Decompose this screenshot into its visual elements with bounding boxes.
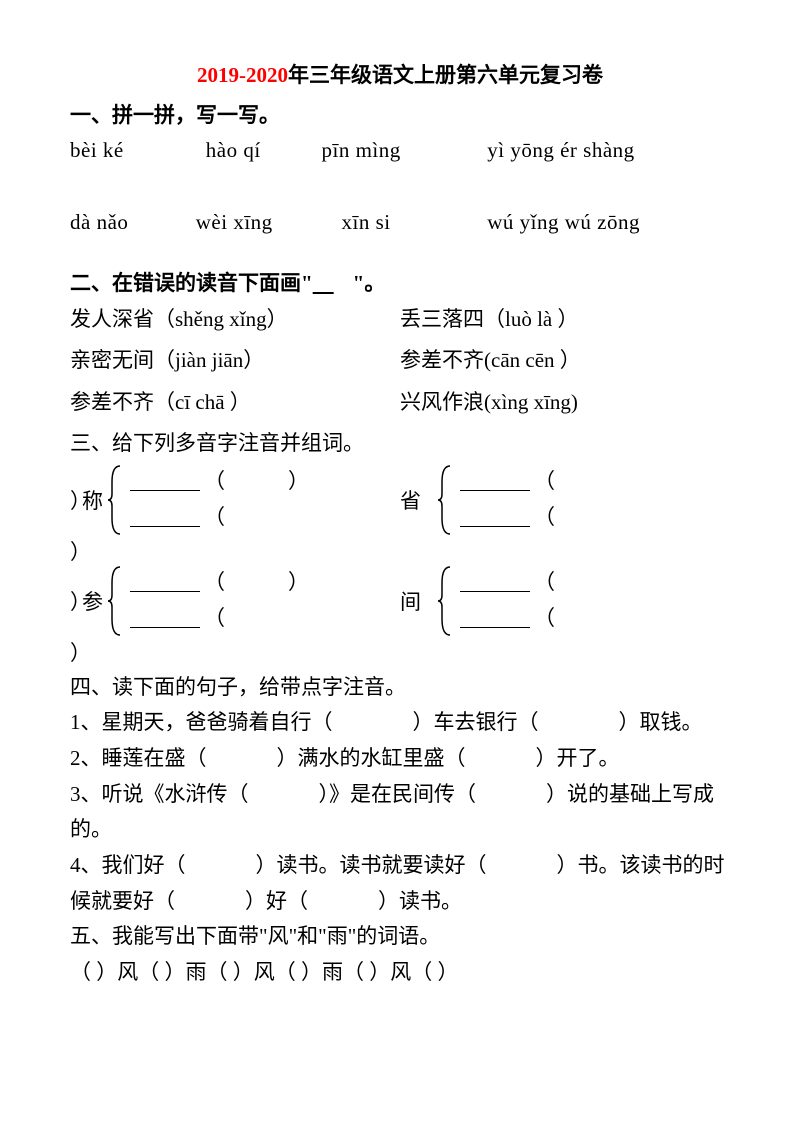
brace-icon [436,464,456,536]
q2-item: 亲密无间（jiàn jiān） [70,345,400,377]
text-part: ）取钱。 [619,710,703,734]
poly-group-2: （ （ [400,464,730,536]
q2-row-3: 参差不齐（cī chā ） 兴风作浪(xìng xīng) [70,387,730,419]
q2-item: 参差不齐（cī chā ） [70,387,400,419]
pinyin-group: pīn mìng [322,135,482,167]
pinyin-group: wèi xīng [196,207,336,239]
poly-char: 间 [400,587,430,619]
text-part: ）读书。 [378,889,462,913]
paren-blank: （ [534,466,555,498]
pinyin-group: xīn si [342,207,482,239]
text-part: 1、星期天，爸爸骑着自行（ [70,710,333,734]
paren-blank: （ [534,603,555,635]
text-part: ）读书。读书就要读好（ [256,853,487,877]
pinyin-group: hào qí [206,135,316,167]
poly-char: 参 [82,587,112,619]
s4-line-3: 3、听说《水浒传（）》是在民间传（）说的基础上写成的。 [70,777,730,848]
poly-char: 称 [82,486,112,518]
pinyin-group: wú yǐng wú zōng [487,207,640,239]
poly-char: 省 [400,486,430,518]
text-part: ）满水的水缸里盛（ [277,746,466,770]
document-title: 2019-2020年三年级语文上册第六单元复习卷 [70,60,730,92]
pinyin-group: bèi ké [70,135,200,167]
blank-line [460,473,530,491]
blank-line [460,574,530,592]
section-3-heading: 三、给下列多音字注音并组词。 [70,428,730,460]
blank-line [460,610,530,628]
text-part: ）好（ [245,889,308,913]
text-part: 2、睡莲在盛（ [70,746,207,770]
q2-row-1: 发人深省（shěng xǐng） 丢三落四（luò là ） [70,304,730,336]
section-2-heading: 二、在错误的读音下面画" "。 [70,268,730,300]
section-5-heading: 五、我能写出下面带"风"和"雨"的词语。 [70,919,730,955]
q2-item: 发人深省（shěng xǐng） [70,304,400,336]
s4-line-4: 4、我们好（）读书。读书就要读好（）书。该读书的时候就要好（）好（）读书。 [70,848,730,919]
text-part: 4、我们好（ [70,853,186,877]
text-part: ）》是在民间传（ [319,782,477,806]
title-year: 2019-2020 [197,63,288,87]
section-4-heading: 四、读下面的句子，给带点字注音。 [70,670,730,706]
pinyin-group: yì yōng ér shàng [487,135,634,167]
q2-row-2: 亲密无间（jiàn jiān） 参差不齐(cān cēn ） [70,345,730,377]
s4-line-1: 1、星期天，爸爸骑着自行（ ）车去银行（ ）取钱。 [70,705,730,741]
paren-blank: （ [534,567,555,599]
poly-group-4: （ （ [400,565,730,637]
pinyin-row-1: bèi ké hào qí pīn mìng yì yōng ér shàng [70,135,730,167]
text-part: ）开了。 [536,746,620,770]
q2-item: 参差不齐(cān cēn ） [400,345,730,377]
q2-item: 丢三落四（luò là ） [400,304,730,336]
pinyin-row-2: dà nǎo wèi xīng xīn si wú yǐng wú zōng [70,207,730,239]
blank-line [460,509,530,527]
q2-item: 兴风作浪(xìng xīng) [400,387,730,419]
title-text: 年三年级语文上册第六单元复习卷 [288,63,603,87]
s5-line-1: （ ）风（ ）雨（ ）风（ ）雨（ ）风（ ） [70,955,730,991]
text-part: ）车去银行（ [413,710,539,734]
underline-blank [313,268,353,300]
section-1-heading: 一、拼一拼，写一写。 [70,100,730,132]
text-part: 3、听说《水浒传（ [70,782,249,806]
s2-heading-text: 二、在错误的读音下面画" [70,271,313,295]
s4-line-2: 2、睡莲在盛（ ）满水的水缸里盛（ ）开了。 [70,741,730,777]
pinyin-group: dà nǎo [70,207,190,239]
s2-heading-end: "。 [353,271,386,295]
brace-icon [436,565,456,637]
trailing-paren: ） [70,638,730,670]
paren-blank: （ [534,502,555,534]
